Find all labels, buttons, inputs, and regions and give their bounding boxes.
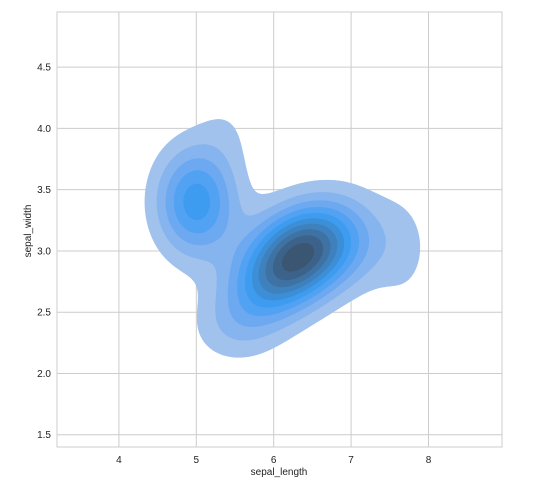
axes-frame [56,11,503,448]
density-contours [144,119,421,358]
y-axis-label: sepal_width [23,205,34,258]
y-tick-label: 1.5 [37,430,51,441]
y-tick-label: 2.0 [37,369,51,380]
plot-frame [56,11,503,448]
y-tick-label: 3.0 [37,246,51,257]
x-tick-label: 6 [271,455,277,466]
x-tick-label: 5 [194,455,200,466]
y-tick-label: 4.5 [37,63,51,74]
x-tick-label: 8 [426,455,432,466]
x-axis-label: sepal_length [251,467,308,478]
y-tick-label: 3.5 [37,185,51,196]
x-tick-label: 4 [116,455,122,466]
x-tick-label: 7 [348,455,354,466]
density-level-10 [281,242,315,272]
y-tick-label: 4.0 [37,124,51,135]
tick-labels: 4 5 6 7 8 1.5 2.0 2.5 3.0 3.5 4.0 4.5 [37,63,432,466]
y-tick-label: 2.5 [37,308,51,319]
